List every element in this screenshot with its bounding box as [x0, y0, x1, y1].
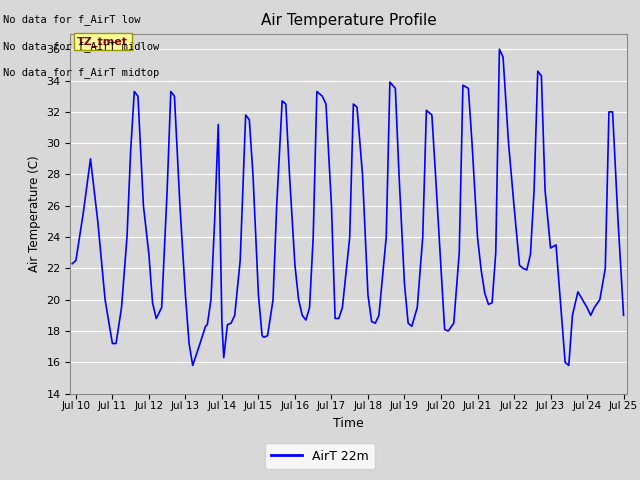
- Y-axis label: Air Temperature (C): Air Temperature (C): [28, 156, 41, 272]
- Text: No data for f_AirT midlow: No data for f_AirT midlow: [3, 41, 159, 52]
- X-axis label: Time: Time: [333, 417, 364, 430]
- Title: Air Temperature Profile: Air Temperature Profile: [261, 13, 436, 28]
- Text: TZ_tmet: TZ_tmet: [77, 36, 129, 47]
- Text: No data for f_AirT low: No data for f_AirT low: [3, 14, 141, 25]
- Legend: AirT 22m: AirT 22m: [265, 444, 375, 469]
- Text: No data for f_AirT midtop: No data for f_AirT midtop: [3, 67, 159, 78]
